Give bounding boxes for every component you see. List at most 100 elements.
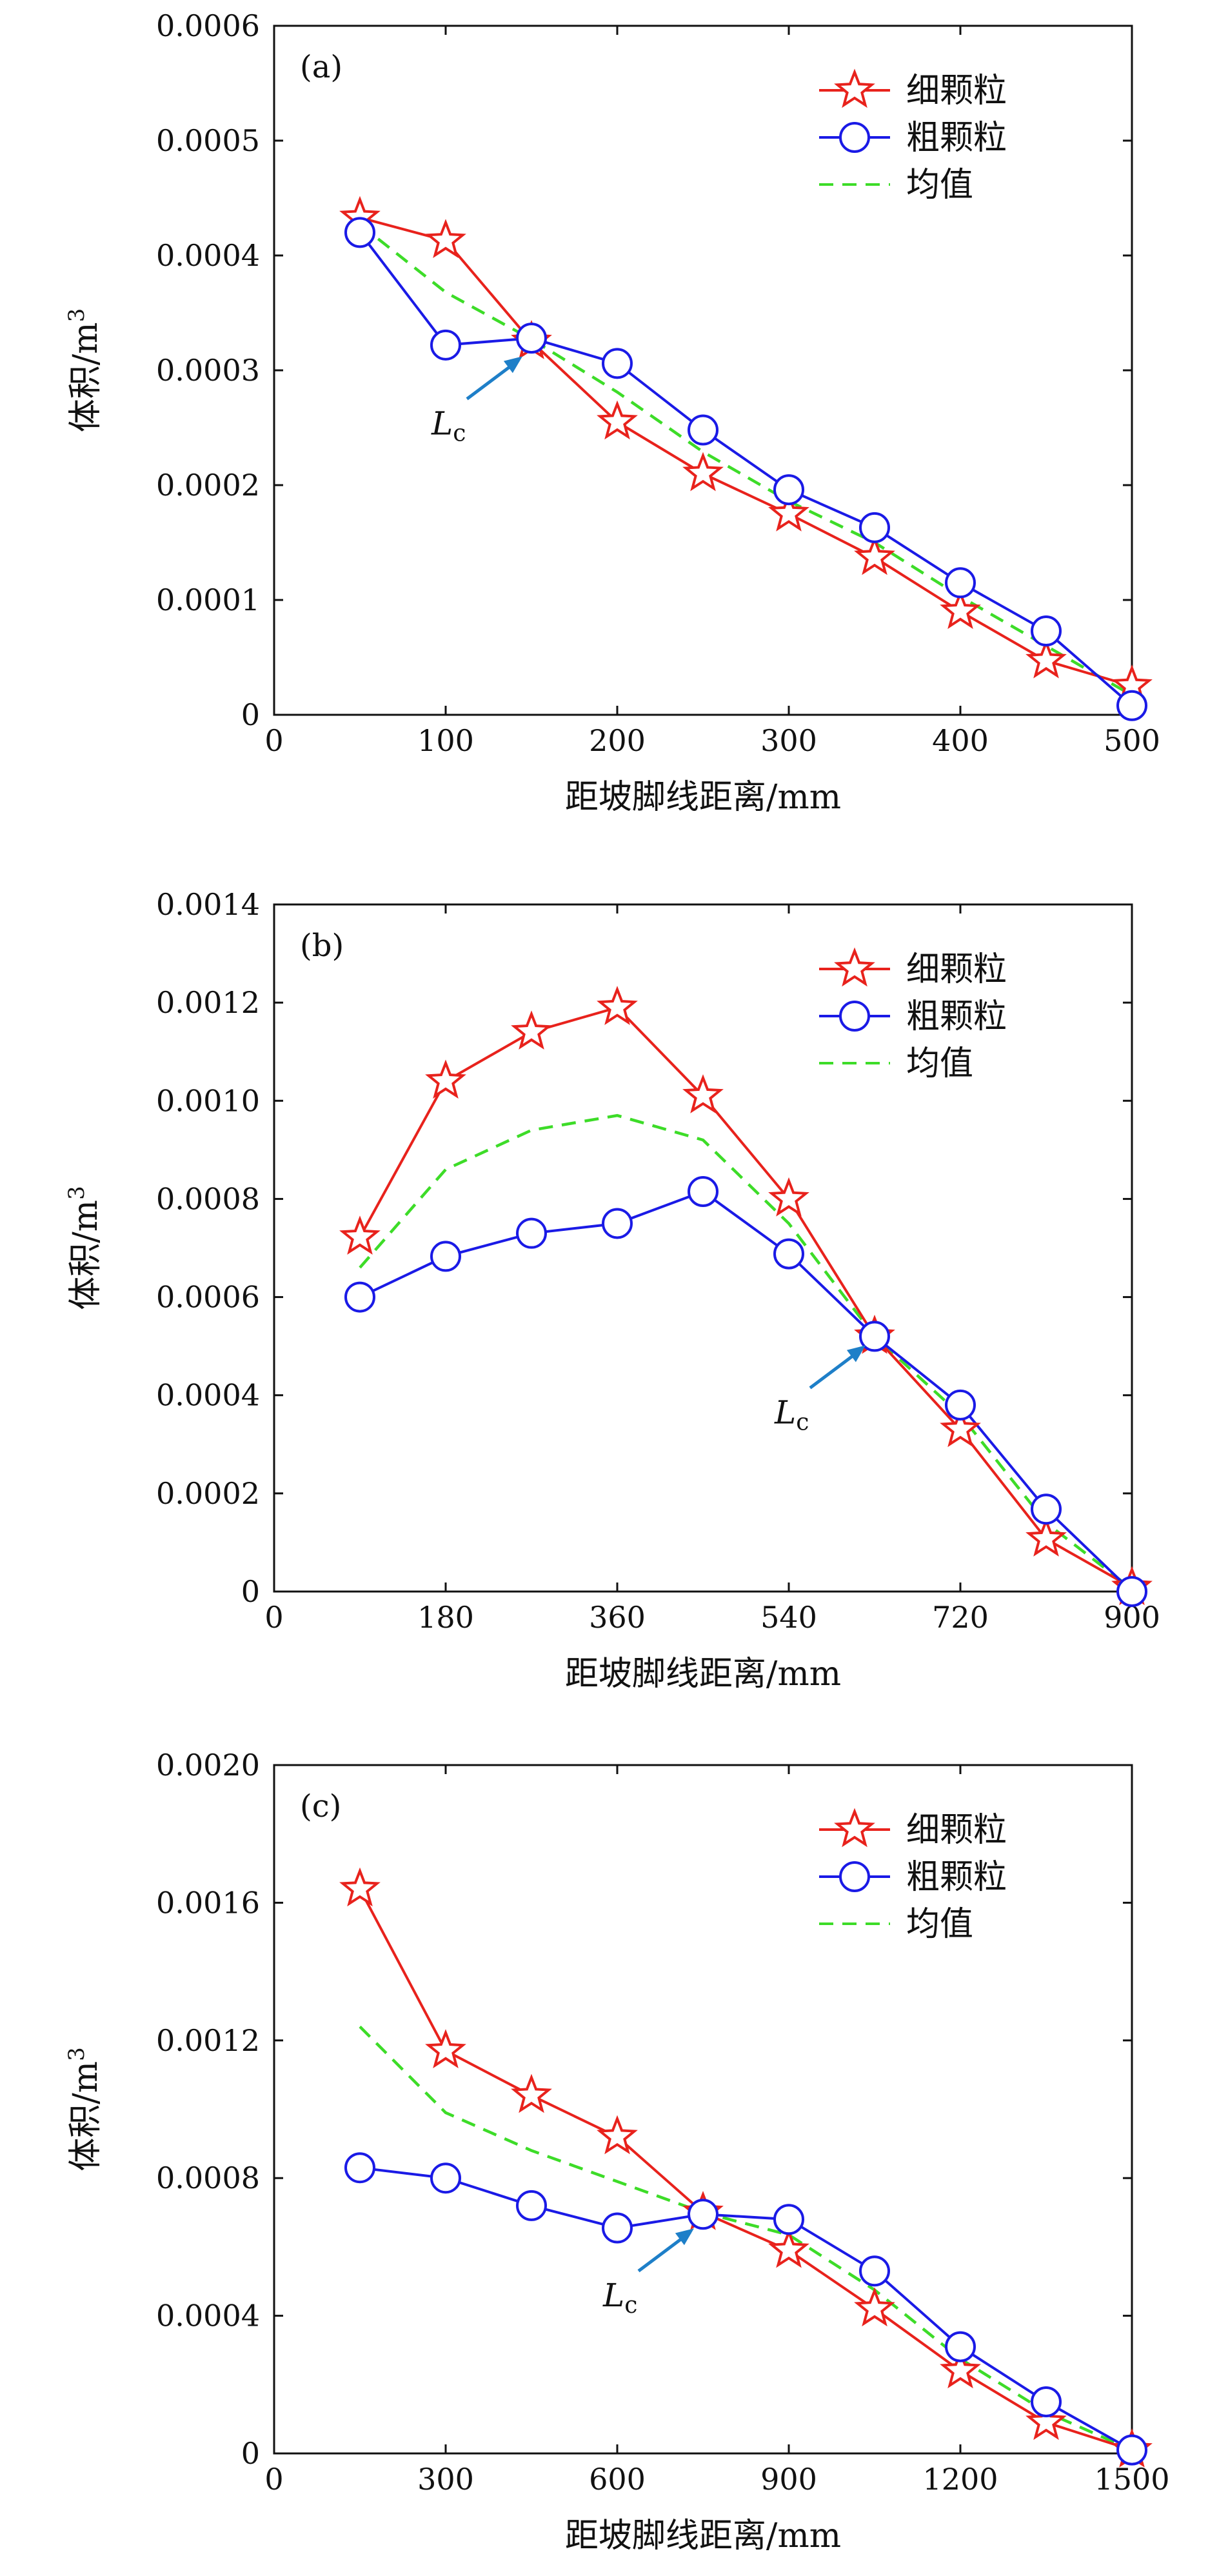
lc-annotation: Lc (774, 1393, 809, 1435)
plot-frame (273, 903, 1133, 1593)
x-tick-label: 180 (417, 1600, 474, 1635)
y-axis-label-group: 体积/m3 (64, 2047, 105, 2171)
data-point-circle (430, 329, 461, 361)
data-point-circle (773, 1238, 804, 1270)
data-point-circle (859, 1321, 890, 1352)
data-point-circle (344, 2152, 375, 2184)
x-tick-label: 540 (760, 1600, 817, 1635)
legend-marker-star (834, 68, 875, 108)
data-point-circle (516, 323, 547, 354)
data-point-star (425, 219, 466, 258)
data-point-star (597, 400, 638, 440)
y-tick-label: 0.0014 (156, 887, 260, 922)
x-tick-label: 200 (589, 723, 646, 758)
data-point-star (425, 1059, 466, 1099)
data-point-circle (602, 348, 633, 379)
y-axis-label: 体积/m3 (64, 308, 105, 432)
data-point-star (339, 1867, 381, 1907)
y-tick-label: 0.0016 (156, 1885, 260, 1920)
legend-marker-circle (839, 1001, 870, 1032)
lc-arrow-head (675, 2228, 694, 2246)
data-point-star (1026, 2401, 1067, 2441)
y-tick-label: 0.0012 (156, 985, 260, 1020)
data-point-star (768, 2228, 809, 2268)
legend-label: 细颗粒 (906, 1811, 1007, 1850)
x-tick-label: 300 (417, 2462, 474, 2497)
y-tick-label: 0.0010 (156, 1083, 260, 1118)
data-point-circle (1116, 1576, 1147, 1607)
y-tick-label: 0.0006 (156, 8, 260, 43)
x-tick-label: 0 (264, 723, 283, 758)
data-point-star (682, 452, 724, 492)
data-point-star (854, 2287, 895, 2327)
data-point-circle (945, 567, 976, 599)
lc-annotation: Lc (602, 2277, 637, 2319)
data-point-circle (1116, 2434, 1147, 2466)
legend-marker-star (834, 1808, 875, 1848)
data-point-star (682, 1074, 724, 1113)
chart-panel-a: 0 100 200 300 400 500 0 0.0001 0.0002 0.0003 0.000… (64, 8, 1160, 817)
data-point-circle (344, 217, 375, 248)
series-line-0 (359, 1006, 1133, 1589)
x-tick-label: 500 (1104, 723, 1160, 758)
x-tick-label: 900 (760, 2462, 817, 2497)
panel-label: (b) (300, 928, 344, 964)
series-line-2 (359, 2025, 1133, 2451)
data-point-circle (945, 2331, 976, 2362)
legend-label: 细颗粒 (906, 72, 1007, 110)
lc-arrow-head (503, 356, 522, 374)
legend-label: 粗颗粒 (906, 119, 1007, 157)
lc-annotation: Lc (431, 404, 466, 446)
y-tick-label: 0.0012 (156, 2023, 260, 2058)
series-line-2 (359, 1113, 1133, 1590)
data-point-star (854, 535, 895, 575)
y-tick-label: 0.0020 (156, 1748, 260, 1782)
x-tick-label: 600 (589, 2462, 646, 2497)
data-point-circle (344, 1281, 375, 1313)
data-point-circle (516, 2190, 547, 2221)
y-tick-label: 0.0004 (156, 238, 260, 273)
panel-label: (a) (300, 49, 342, 85)
y-tick-label: 0 (241, 2436, 260, 2471)
data-point-circle (430, 2162, 461, 2194)
lc-arrow-head (846, 1345, 866, 1363)
x-tick-label: 360 (589, 1600, 646, 1635)
legend-label: 均值 (906, 166, 973, 205)
panel-label: (c) (300, 1788, 341, 1824)
y-tick-label: 0.0004 (156, 2299, 260, 2333)
x-tick-label: 100 (417, 723, 474, 758)
y-tick-label: 0 (241, 697, 260, 732)
data-point-circle (945, 1389, 976, 1421)
data-point-star (511, 2073, 552, 2113)
y-tick-label: 0.0005 (156, 123, 260, 158)
data-point-star (940, 1408, 981, 1448)
x-tick-label: 0 (264, 2462, 283, 2497)
data-point-circle (773, 2204, 804, 2235)
data-point-circle (430, 1241, 461, 1272)
legend-label: 均值 (906, 1905, 973, 1944)
data-point-circle (688, 1176, 719, 1208)
y-tick-label: 0.0008 (156, 1181, 260, 1216)
data-point-star (339, 1215, 381, 1255)
plot-frame (273, 1764, 1133, 2455)
legend-marker-star (834, 947, 875, 987)
legend-label: 细颗粒 (906, 950, 1007, 989)
data-point-star (597, 2115, 638, 2155)
x-tick-label: 1200 (922, 2462, 998, 2497)
data-point-star (1026, 639, 1067, 679)
x-tick-label: 720 (932, 1600, 989, 1635)
data-point-circle (688, 2199, 719, 2230)
y-tick-label: 0.0006 (156, 1280, 260, 1315)
data-point-circle (859, 2255, 890, 2287)
chart-panel-b: 0 180 360 540 720 90000.00020.00040.00060.000… (64, 887, 1160, 1693)
y-axis-label-group: 体积/m3 (64, 308, 105, 432)
x-axis-label: 距坡脚线距离/mm (565, 1655, 841, 1693)
data-point-circle (1116, 690, 1147, 721)
series-line-1 (359, 232, 1133, 707)
series-line-1 (359, 1190, 1133, 1593)
data-point-circle (688, 414, 719, 446)
data-point-circle (1031, 1493, 1062, 1525)
data-point-star (768, 1177, 809, 1217)
data-point-star (597, 986, 638, 1025)
series-line-1 (359, 2166, 1133, 2451)
